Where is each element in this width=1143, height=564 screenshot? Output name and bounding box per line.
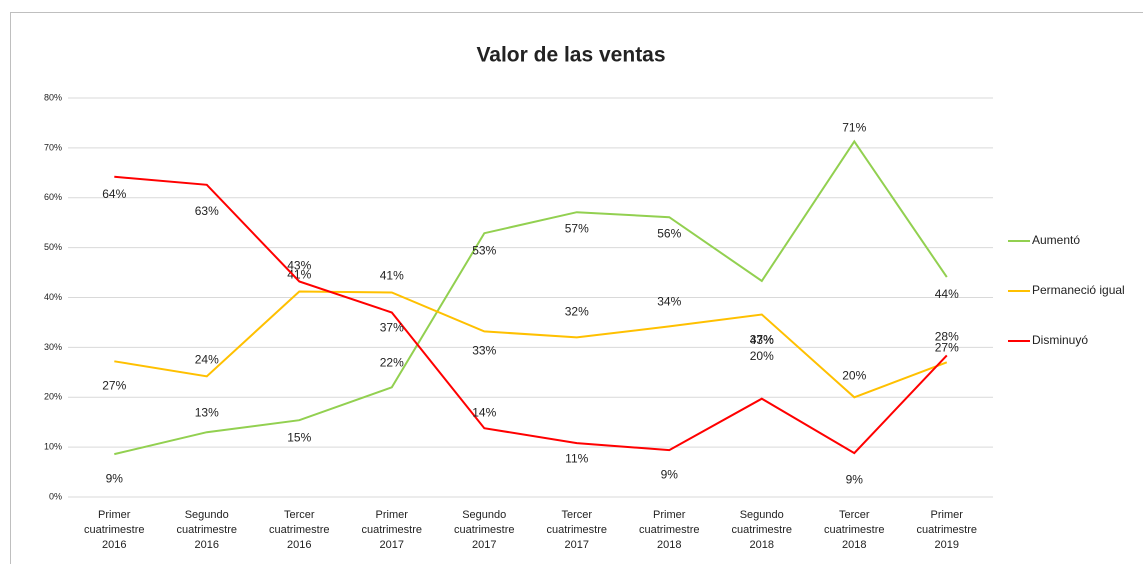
data-label: 9% [661,467,679,481]
x-tick-label: Segundo cuatrimestre 2017 [454,509,515,551]
x-tick-label: Tercer cuatrimestre 2017 [546,509,607,551]
series-line [114,290,948,399]
x-tick-label: Primer cuatrimestre 2019 [916,509,977,551]
x-tick-line: Segundo [462,509,506,521]
x-tick-line: Tercer [561,509,592,521]
data-label: 27% [935,341,959,355]
y-tick-label: 60% [44,192,62,202]
x-tick-label: Primer cuatrimestre 2018 [639,509,700,551]
data-label: 32% [565,305,589,319]
x-tick-line: cuatrimestre [824,524,885,536]
data-label: 20% [842,368,866,382]
data-label: 56% [657,226,681,240]
y-tick-label: 0% [49,491,62,501]
x-tick-line: Segundo [740,509,784,521]
x-tick-line: 2016 [102,539,126,551]
series-line [114,175,948,455]
data-label: 22% [380,355,404,369]
data-label: 28% [935,330,959,344]
x-tick-line: 2018 [750,539,774,551]
data-label: 13% [195,405,219,419]
x-tick-label: Primer cuatrimestre 2016 [84,509,145,551]
legend-label: Aumentó [1032,233,1080,247]
legend-label: Permaneció igual [1032,283,1125,297]
data-label: 64% [102,187,126,201]
data-label: 14% [472,405,496,419]
data-label: 71% [842,121,866,135]
data-label: 53% [472,243,496,257]
x-tick-line: Segundo [185,509,229,521]
data-label: 44% [935,287,959,301]
x-tick-line: 2017 [472,539,496,551]
x-tick-line: 2017 [380,539,404,551]
data-label: 9% [106,471,124,485]
y-tick-label: 20% [44,392,62,402]
data-label: 15% [287,430,311,444]
x-tick-line: cuatrimestre [639,524,700,536]
x-tick-line: 2017 [565,539,589,551]
x-tick-label: Tercer cuatrimestre 2018 [824,509,885,551]
x-tick-line: cuatrimestre [361,524,422,536]
data-label: 37% [750,333,774,347]
x-tick-line: 2018 [842,539,866,551]
data-label: 57% [565,221,589,235]
data-label: 34% [657,295,681,309]
y-tick-label: 40% [44,292,62,302]
data-label: 27% [102,379,126,393]
x-tick-line: 2016 [195,539,219,551]
y-tick-label: 30% [44,342,62,352]
x-tick-line: cuatrimestre [731,524,792,536]
data-label: 41% [380,269,404,283]
y-tick-label: 10% [44,442,62,452]
data-label: 11% [565,451,588,465]
data-label: 9% [846,472,864,486]
x-tick-line: Primer [653,509,686,521]
x-tick-label: Tercer cuatrimestre 2016 [269,509,330,551]
x-tick-line: 2019 [935,539,959,551]
y-tick-label: 70% [44,142,62,152]
x-tick-line: 2018 [657,539,681,551]
data-label: 63% [195,204,219,218]
data-label: 37% [380,321,404,335]
y-tick-label: 50% [44,242,62,252]
x-tick-line: cuatrimestre [454,524,515,536]
x-tick-line: 2016 [287,539,311,551]
x-tick-line: cuatrimestre [84,524,145,536]
data-label: 24% [195,352,219,366]
data-label: 41% [287,268,311,282]
data-label: 33% [472,344,496,358]
x-tick-line: Primer [98,509,131,521]
x-tick-line: Primer [376,509,409,521]
chart-title: Valor de las ventas [476,44,665,67]
x-tick-line: cuatrimestre [176,524,237,536]
legend-label: Disminuyó [1032,333,1088,347]
x-tick-label: Segundo cuatrimestre 2016 [176,509,237,551]
x-tick-line: Tercer [839,509,870,521]
chart-frame [10,12,1143,564]
x-tick-line: cuatrimestre [269,524,330,536]
data-label: 43% [287,259,311,273]
series-line [114,139,948,456]
data-label: 43% [750,333,774,347]
x-tick-label: Segundo cuatrimestre 2018 [731,509,792,551]
data-label: 20% [750,349,774,363]
x-tick-line: Primer [931,509,964,521]
x-tick-line: cuatrimestre [916,524,977,536]
y-tick-label: 80% [44,92,62,102]
x-tick-label: Primer cuatrimestre 2017 [361,509,422,551]
x-tick-line: cuatrimestre [546,524,607,536]
x-tick-line: Tercer [284,509,315,521]
